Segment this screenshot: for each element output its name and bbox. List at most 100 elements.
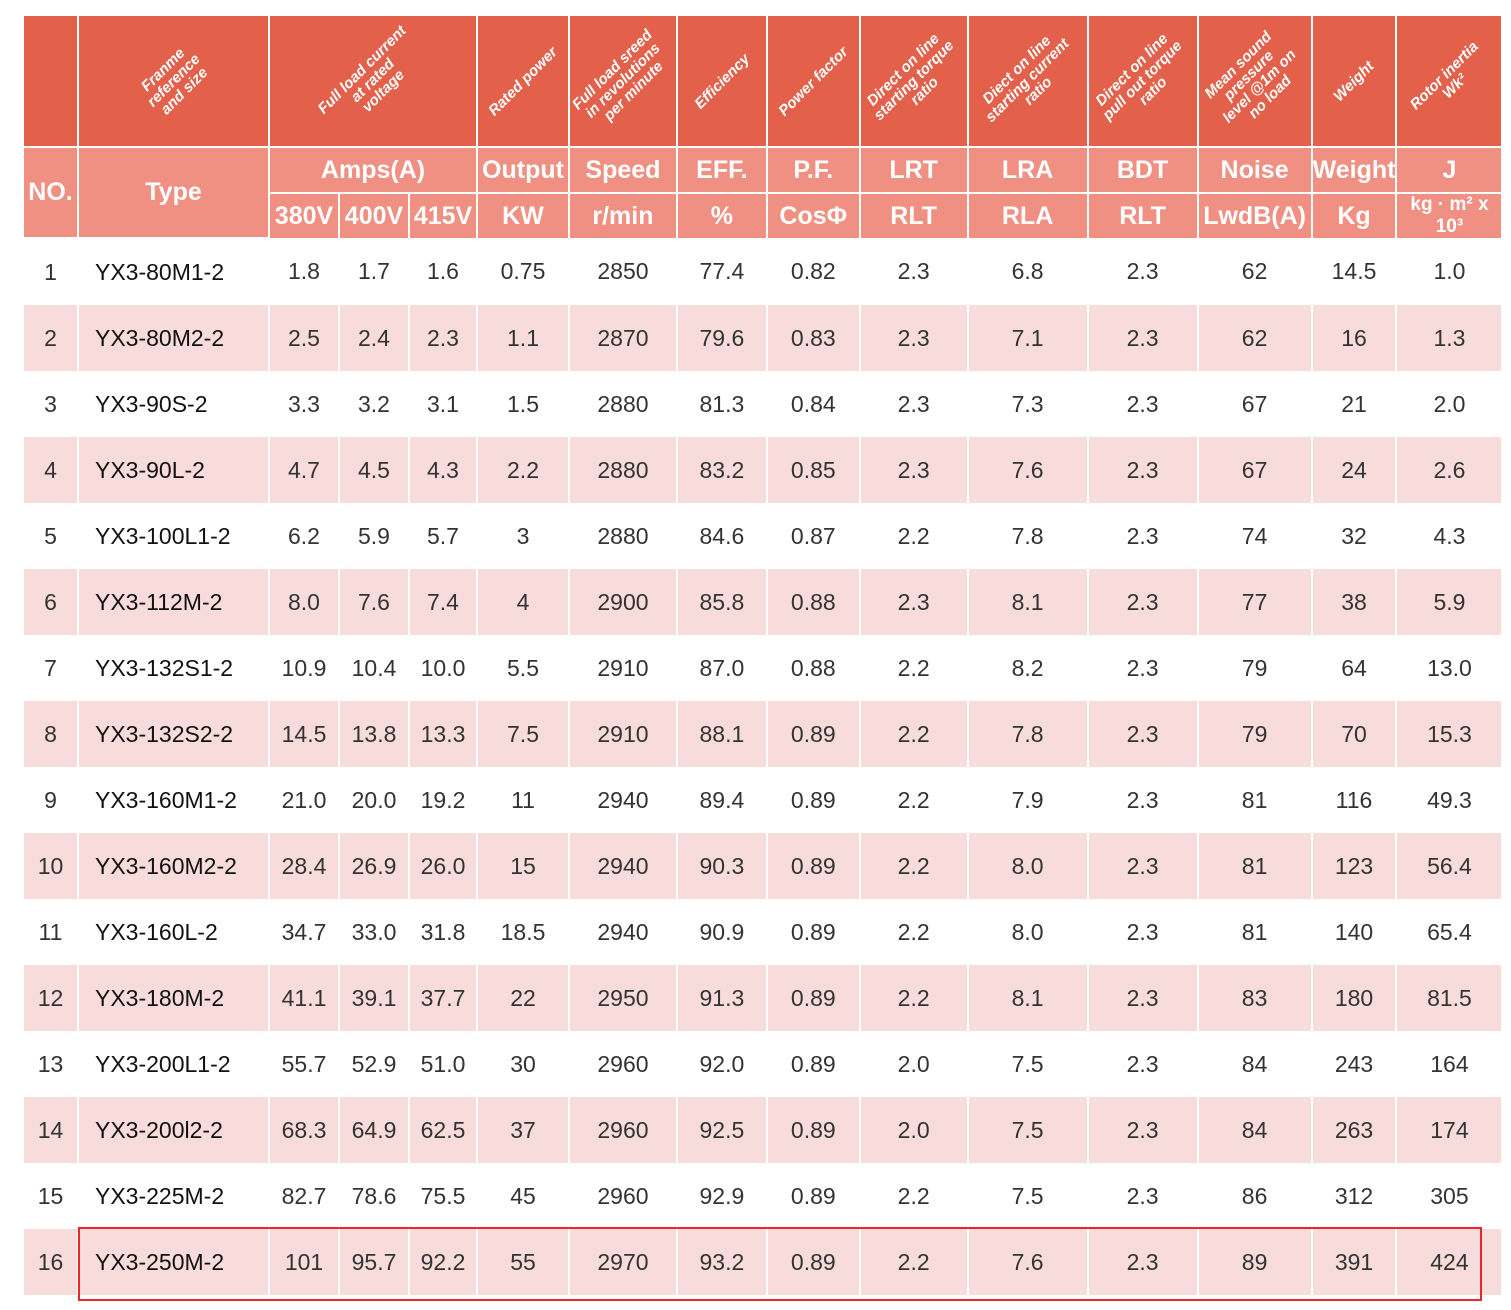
cell-value: 2.3: [858, 238, 969, 305]
cell-value: 0.89: [765, 1163, 861, 1229]
header-lra: LRA: [966, 147, 1089, 194]
header-bdt: BDT: [1086, 147, 1199, 194]
cell-value: 5.5: [475, 635, 571, 701]
cell-value: 2.2: [858, 1229, 969, 1295]
cell-value: 2.2: [858, 1163, 969, 1229]
header-rotor-inertia: Rotor inertia Wk²: [1395, 16, 1504, 148]
cell-value: 2.0: [1395, 371, 1504, 437]
cell-value: 243: [1310, 1031, 1398, 1097]
cell-value: 1.1: [475, 305, 571, 371]
cell-value: 89.4: [675, 767, 768, 833]
header-frame: Franme reference and size: [77, 16, 270, 148]
cell-value: 2880: [568, 437, 678, 503]
cell-value: 4.3: [1395, 503, 1504, 569]
cell-value: 89: [1196, 1229, 1313, 1295]
cell-value: 83.2: [675, 437, 768, 503]
row-number: 14: [22, 1097, 79, 1163]
cell-value: 7.4: [408, 569, 478, 635]
cell-value: 3.3: [268, 371, 340, 437]
cell-value: 2.2: [858, 503, 969, 569]
header-pullout-torque: Direct on line pull out torque ratio: [1086, 16, 1199, 148]
cell-value: 90.9: [675, 899, 768, 965]
cell-value: 8.0: [966, 899, 1089, 965]
cell-value: 67: [1196, 371, 1313, 437]
cell-value: 79: [1196, 635, 1313, 701]
cell-value: 21: [1310, 371, 1398, 437]
cell-value: 2.3: [858, 437, 969, 503]
cell-value: 41.1: [268, 965, 340, 1031]
cell-value: 2.2: [858, 635, 969, 701]
cell-value: 3.1: [408, 371, 478, 437]
unit-kg: Kg: [1310, 193, 1398, 238]
cell-value: 2.3: [1086, 965, 1199, 1031]
cell-value: 62: [1196, 305, 1313, 371]
cell-value: 140: [1310, 899, 1398, 965]
cell-value: 20.0: [338, 767, 410, 833]
cell-value: 0.89: [765, 1031, 861, 1097]
cell-value: 8.1: [966, 965, 1089, 1031]
header-blank: [22, 16, 79, 148]
table-row: 2 YX3-80M2-2 2.5 2.4 2.3 1.1 2870 79.6 0.83 2.3 7.…: [22, 305, 1504, 371]
table-row: 10 YX3-160M2-2 28.4 26.9 26.0 15 2940 90.3 0.89 2…: [22, 833, 1504, 899]
cell-value: 79.6: [675, 305, 768, 371]
cell-value: 2.2: [858, 833, 969, 899]
header-power-factor: Power factor: [765, 16, 861, 148]
cell-value: 92.5: [675, 1097, 768, 1163]
motor-type: YX3-100L1-2: [77, 503, 270, 569]
cell-value: 31.8: [408, 899, 478, 965]
motor-type: YX3-160M1-2: [77, 767, 270, 833]
header-speed: Speed: [568, 147, 678, 194]
table-row: 7 YX3-132S1-2 10.9 10.4 10.0 5.5 2910 87.0 0.88 2…: [22, 635, 1504, 701]
cell-value: 164: [1395, 1031, 1504, 1097]
header-noise: Noise: [1196, 147, 1313, 194]
cell-value: 10.4: [338, 635, 410, 701]
cell-value: 6.2: [268, 503, 340, 569]
cell-value: 13.3: [408, 701, 478, 767]
cell-value: 2.3: [1086, 437, 1199, 503]
cell-value: 26.9: [338, 833, 410, 899]
cell-value: 33.0: [338, 899, 410, 965]
cell-value: 2.3: [1086, 701, 1199, 767]
cell-value: 180: [1310, 965, 1398, 1031]
header-efficiency: Efficiency: [675, 16, 768, 148]
motor-type: YX3-225M-2: [77, 1163, 270, 1229]
cell-value: 2.0: [858, 1031, 969, 1097]
cell-value: 174: [1395, 1097, 1504, 1163]
header-speed-desc: Full load sreed in revolutions per minut…: [568, 16, 678, 148]
cell-value: 0.89: [765, 1097, 861, 1163]
cell-value: 0.85: [765, 437, 861, 503]
cell-value: 2.3: [858, 371, 969, 437]
cell-value: 92.9: [675, 1163, 768, 1229]
cell-value: 2.2: [858, 701, 969, 767]
cell-value: 15.3: [1395, 701, 1504, 767]
cell-value: 2.5: [268, 305, 340, 371]
row-number: 4: [22, 437, 79, 503]
table-row: 9 YX3-160M1-2 21.0 20.0 19.2 11 2940 89.4 0.89 2.…: [22, 767, 1504, 833]
header-amps: Amps(A): [268, 147, 478, 194]
cell-value: 11: [475, 767, 571, 833]
cell-value: 2900: [568, 569, 678, 635]
table-body: 1 YX3-80M1-2 1.8 1.7 1.6 0.75 2850 77.4 0.82 2.3 6…: [22, 238, 1504, 1295]
cell-value: 93.2: [675, 1229, 768, 1295]
row-number: 2: [22, 305, 79, 371]
header-lrt: LRT: [858, 147, 969, 194]
motor-type: YX3-200l2-2: [77, 1097, 270, 1163]
cell-value: 1.7: [338, 238, 410, 305]
motor-type: YX3-132S1-2: [77, 635, 270, 701]
unit-415v: 415V: [408, 193, 478, 238]
cell-value: 7.5: [966, 1163, 1089, 1229]
cell-value: 2.0: [858, 1097, 969, 1163]
motor-type: YX3-112M-2: [77, 569, 270, 635]
motor-spec-table: Franme reference and size Full load curr…: [22, 16, 1504, 1295]
cell-value: 2950: [568, 965, 678, 1031]
header-rated-power: Rated power: [475, 16, 571, 148]
cell-value: 34.7: [268, 899, 340, 965]
row-number: 3: [22, 371, 79, 437]
cell-value: 2.3: [858, 569, 969, 635]
cell-value: 78.6: [338, 1163, 410, 1229]
unit-rlt: RLT: [858, 193, 969, 238]
cell-value: 7.5: [966, 1031, 1089, 1097]
cell-value: 0.89: [765, 701, 861, 767]
cell-value: 14.5: [268, 701, 340, 767]
cell-value: 84: [1196, 1031, 1313, 1097]
